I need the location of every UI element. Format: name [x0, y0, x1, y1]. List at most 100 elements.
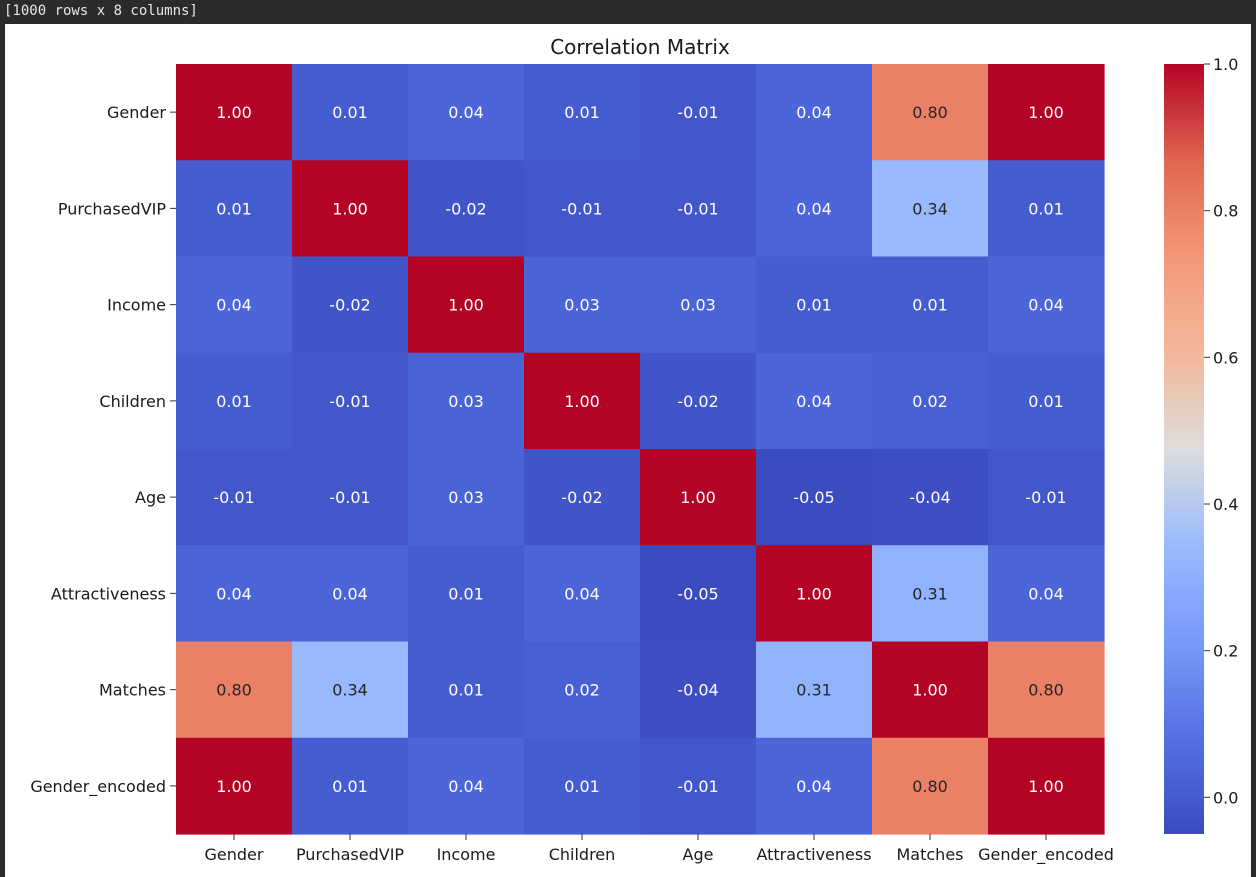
cell-value-label: 0.01 [1028, 392, 1064, 411]
cell-value-label: 1.00 [448, 296, 484, 315]
heatmap-cell [988, 545, 1105, 643]
heatmap-cell [524, 256, 641, 354]
cell-value-label: -0.01 [213, 488, 254, 507]
heatmap-cell [524, 641, 641, 739]
cell-value-label: -0.01 [561, 199, 602, 218]
heatmap-cell [988, 256, 1105, 354]
cell-value-label: 0.31 [912, 584, 948, 603]
cell-value-label: 1.00 [1028, 103, 1064, 122]
row-label: Gender_encoded [30, 777, 166, 797]
cell-value-label: -0.01 [329, 488, 370, 507]
cell-value-label: 1.00 [796, 584, 832, 603]
cell-value-label: 0.01 [332, 103, 368, 122]
heatmap-cell [872, 737, 989, 835]
cell-value-label: 0.01 [448, 681, 484, 700]
cell-value-label: -0.02 [561, 488, 602, 507]
colorbar-tick-label: 0.8 [1213, 202, 1238, 221]
cell-value-label: 0.01 [564, 777, 600, 796]
output-header: [1000 rows x 8 columns] [0, 0, 1256, 24]
cell-value-label: 0.04 [796, 103, 832, 122]
cell-value-label: -0.01 [677, 199, 718, 218]
colorbar-tick-label: 0.2 [1213, 642, 1238, 661]
colorbar-tick-label: 0.6 [1213, 348, 1238, 367]
heatmap-cell [408, 737, 525, 835]
colorbar-tick-label: 0.4 [1213, 495, 1238, 514]
row-label: Age [135, 488, 166, 507]
heatmap-cell [292, 641, 409, 739]
cell-value-label: 0.04 [332, 584, 368, 603]
heatmap-cell [176, 160, 293, 258]
cell-value-label: 1.00 [216, 103, 252, 122]
cell-value-label: 0.04 [796, 777, 832, 796]
cell-value-label: 0.34 [912, 199, 948, 218]
cell-value-label: 0.02 [564, 681, 600, 700]
heatmap-cell [988, 160, 1105, 258]
cell-value-label: 0.01 [912, 296, 948, 315]
heatmap-cell [408, 160, 525, 258]
cell-value-label: 0.04 [564, 584, 600, 603]
row-label: Gender [107, 103, 166, 122]
heatmap-cell [756, 160, 873, 258]
heatmap-cell [756, 641, 873, 739]
heatmap-cell [988, 352, 1105, 450]
row-label: Attractiveness [51, 584, 166, 603]
cell-value-label: 1.00 [680, 488, 716, 507]
heatmap-cell [524, 545, 641, 643]
cell-value-label: 0.04 [448, 777, 484, 796]
heatmap-figure: Correlation Matrix 1.00 0.01 0.04 0.01 -0.01… [5, 24, 1251, 877]
heatmap-cell [176, 352, 293, 450]
heatmap-cell [872, 256, 989, 354]
row-label: Matches [99, 681, 166, 700]
colorbar-tick-label: 1.0 [1213, 55, 1238, 74]
heatmap-cell [640, 160, 757, 258]
row-labels: Gender PurchasedVIP Income Children Age Attra… [30, 103, 176, 797]
output-header-text: [1000 rows x 8 columns] [4, 3, 198, 19]
heatmap-cell [524, 64, 641, 161]
cell-value-label: -0.02 [677, 392, 718, 411]
cell-value-label: 0.01 [564, 103, 600, 122]
heatmap-cell [640, 256, 757, 354]
heatmap-cell [524, 449, 641, 546]
colorbar: 0.0 0.2 0.4 0.6 0.8 1.0 [1164, 55, 1238, 834]
heatmap-cell [872, 449, 989, 546]
heatmap-cell [408, 641, 525, 739]
cell-value-label: 0.04 [448, 103, 484, 122]
heatmap-cell [176, 256, 293, 354]
cell-value-label: 1.00 [1028, 777, 1064, 796]
heatmap-cell [756, 352, 873, 450]
heatmap-cell [176, 449, 293, 546]
heatmap-cell [640, 449, 757, 546]
heatmap-cells [176, 64, 1105, 835]
heatmap-annotations: 1.00 0.01 0.04 0.01 -0.01 0.04 0.80 1.00 0.01 1.0… [213, 103, 1066, 796]
cell-value-label: -0.01 [677, 103, 718, 122]
heatmap-cell [408, 64, 525, 161]
cell-value-label: -0.01 [1025, 488, 1066, 507]
cell-value-label: 1.00 [912, 681, 948, 700]
row-label: Children [99, 392, 166, 411]
heatmap-cell [292, 256, 409, 354]
column-label: Age [683, 845, 714, 864]
cell-value-label: 0.01 [332, 777, 368, 796]
cell-value-label: 0.01 [1028, 199, 1064, 218]
cell-value-label: 0.34 [332, 681, 368, 700]
row-label: PurchasedVIP [58, 199, 166, 218]
heatmap-cell [756, 545, 873, 643]
heatmap-cell [524, 160, 641, 258]
cell-value-label: 0.03 [680, 296, 716, 315]
heatmap-cell [640, 545, 757, 643]
row-label: Income [107, 296, 166, 315]
heatmap-cell [292, 449, 409, 546]
cell-value-label: -0.05 [677, 584, 718, 603]
heatmap-cell [292, 64, 409, 161]
cell-value-label: 0.04 [1028, 584, 1064, 603]
heatmap-cell [408, 352, 525, 450]
correlation-heatmap: Correlation Matrix 1.00 0.01 0.04 0.01 -0.01… [30, 35, 1238, 865]
cell-value-label: 0.80 [1028, 681, 1064, 700]
heatmap-cell [756, 449, 873, 546]
chart-title: Correlation Matrix [550, 35, 730, 59]
heatmap-cell [872, 352, 989, 450]
heatmap-cell [872, 641, 989, 739]
cell-value-label: -0.02 [445, 199, 486, 218]
cell-value-label: 0.01 [216, 392, 252, 411]
column-label: Children [549, 845, 616, 864]
